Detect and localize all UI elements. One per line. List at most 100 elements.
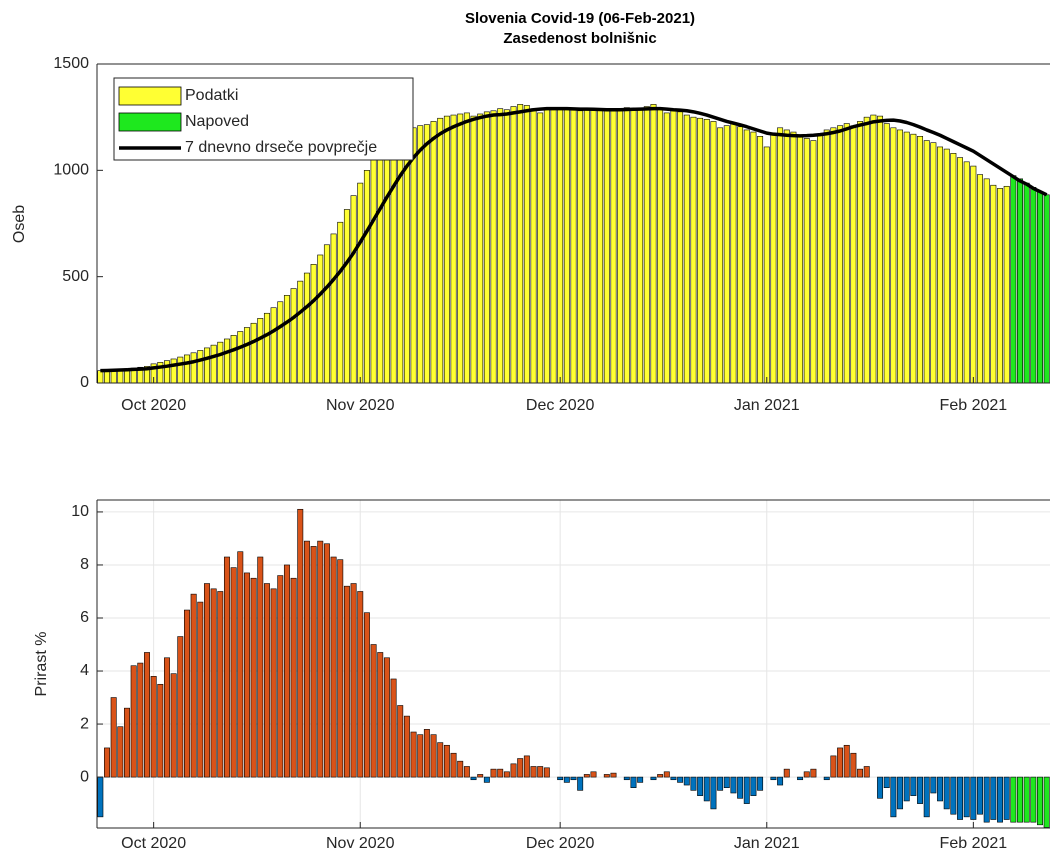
bar <box>663 771 670 778</box>
bar <box>117 726 124 778</box>
bar <box>597 108 604 384</box>
bar <box>1010 175 1017 384</box>
bar <box>797 136 804 384</box>
bar <box>703 118 710 384</box>
bar <box>590 771 597 778</box>
bar <box>610 110 617 384</box>
bar <box>943 148 950 384</box>
bar <box>303 540 310 778</box>
bar <box>357 591 364 778</box>
bar <box>1030 187 1037 384</box>
bar <box>670 776 677 781</box>
x-tick-label: Jan 2021 <box>734 397 800 414</box>
bar <box>477 113 484 384</box>
bar <box>977 776 983 815</box>
bar <box>590 108 597 384</box>
bar <box>557 107 564 384</box>
bar <box>210 588 217 778</box>
bar <box>677 776 684 783</box>
bar <box>583 109 590 384</box>
bar <box>683 114 690 384</box>
bar <box>523 105 530 384</box>
bar <box>910 776 917 796</box>
bar <box>617 108 624 384</box>
bar <box>517 758 524 778</box>
bar <box>263 583 270 778</box>
bar <box>877 115 884 384</box>
bar <box>323 244 330 384</box>
bar <box>690 116 697 384</box>
bar <box>810 768 817 778</box>
bar <box>1023 182 1030 384</box>
bar <box>930 776 937 794</box>
bar <box>810 140 817 384</box>
bar <box>217 341 224 384</box>
bar <box>957 157 963 384</box>
bar <box>197 601 204 778</box>
bar <box>290 577 297 778</box>
bar <box>663 112 670 384</box>
bar <box>410 731 417 778</box>
bar <box>330 233 337 384</box>
bar <box>563 776 570 783</box>
bar <box>104 747 110 778</box>
bar <box>683 776 690 786</box>
bar <box>150 676 157 778</box>
bar <box>577 776 584 791</box>
y-tick-label: 1500 <box>53 55 89 72</box>
bar <box>450 114 457 384</box>
bar <box>490 768 497 778</box>
bar <box>97 776 104 818</box>
bar <box>243 327 250 384</box>
bar <box>1030 776 1037 823</box>
bar <box>937 776 944 802</box>
bar <box>510 106 517 384</box>
bar <box>657 108 664 384</box>
bar <box>630 776 637 788</box>
bar <box>397 705 404 778</box>
y-tick-label: 0 <box>80 768 89 785</box>
bar <box>390 138 397 384</box>
bar <box>850 752 857 778</box>
bar <box>677 111 684 384</box>
bar <box>563 108 570 384</box>
bar <box>1037 776 1043 826</box>
x-tick-label: Feb 2021 <box>940 835 1008 852</box>
bar <box>124 707 130 778</box>
bar <box>297 280 304 384</box>
bar <box>243 572 250 778</box>
bar <box>930 142 937 384</box>
bar <box>570 109 577 384</box>
bar <box>770 133 777 384</box>
x-tick-label: Feb 2021 <box>940 397 1008 414</box>
chart-subtitle: Zasedenost bolnišnic <box>503 30 656 47</box>
bar <box>883 776 890 788</box>
bar <box>850 125 857 384</box>
bar <box>863 116 870 384</box>
legend-label: 7 dnevno drseče povprečje <box>185 139 377 156</box>
y-tick-label: 500 <box>62 268 89 285</box>
bar <box>543 767 550 778</box>
bar <box>650 776 657 781</box>
bar <box>823 129 830 384</box>
legend-swatch <box>118 86 182 106</box>
bar <box>723 125 730 384</box>
bar <box>843 744 850 778</box>
bar <box>370 644 377 778</box>
bar <box>557 776 564 781</box>
bar <box>990 776 997 820</box>
bar <box>383 144 390 384</box>
bar <box>437 742 444 778</box>
bar <box>543 109 550 384</box>
bar <box>623 107 630 384</box>
bar <box>270 307 277 384</box>
bar <box>537 112 544 384</box>
bar <box>463 112 470 384</box>
bar <box>750 776 757 796</box>
bar <box>1003 776 1010 820</box>
bar <box>470 115 477 384</box>
bar <box>330 556 337 778</box>
bar <box>423 729 430 778</box>
bar <box>950 153 957 384</box>
bar <box>497 768 504 778</box>
